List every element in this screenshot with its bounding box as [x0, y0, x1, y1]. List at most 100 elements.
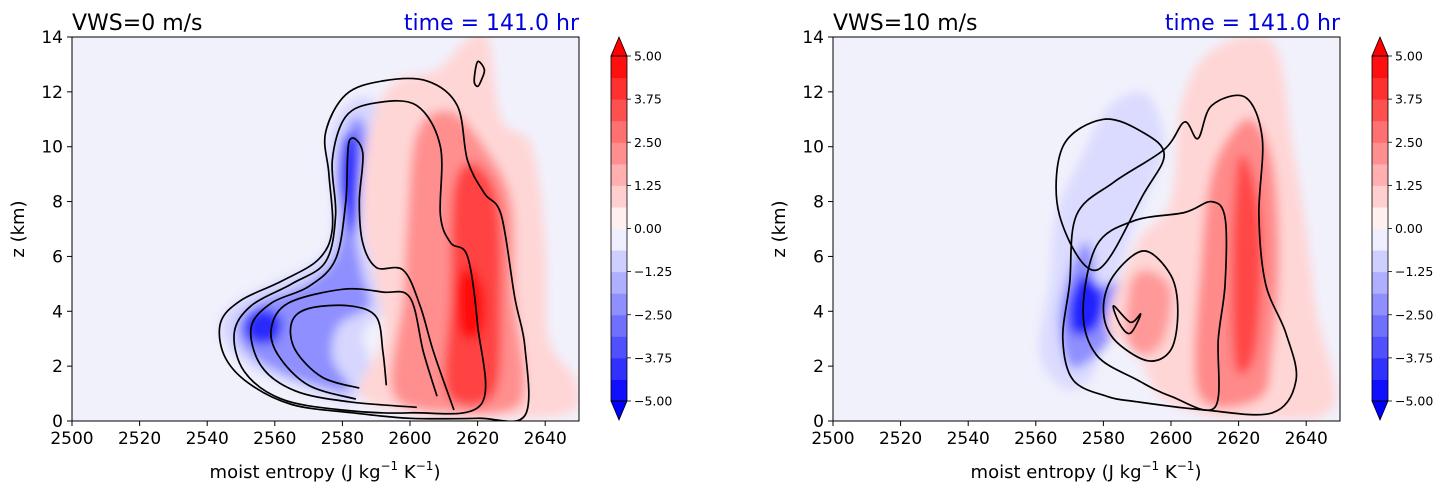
negative-anomaly-region: [243, 308, 283, 345]
colorbar-tick-label: 3.75: [634, 92, 662, 107]
y-axis: 0 2 4 6 8 10 12 14: [802, 28, 833, 432]
colorbar-bin: [1372, 142, 1388, 165]
y-tick-label: 10: [41, 138, 63, 158]
colorbar-bin: [611, 379, 627, 402]
colorbar-tick-label: −2.50: [634, 307, 672, 322]
contour-line: [473, 60, 486, 88]
contour-line: [1055, 118, 1166, 271]
y-tick-label: 12: [41, 83, 63, 103]
colorbar-tick-label: 0.00: [1395, 221, 1423, 236]
colorbar-tick-label: −3.75: [1395, 350, 1433, 365]
colorbar-bin: [611, 357, 627, 380]
contour-line: [1112, 304, 1142, 335]
plot-frame: [832, 36, 1341, 422]
x-tick-label: 2540: [947, 429, 990, 449]
x-tick-label: 2540: [186, 429, 229, 449]
panel-vws-0: 2500 2520 2540 2560 2580 2600 2620 2640 0 2 4 6 8 10…: [8, 11, 672, 483]
colorbar-tick-label: 1.25: [634, 178, 662, 193]
contour-line: [289, 304, 388, 389]
colorbar-bin: [1372, 336, 1388, 359]
colorbar-bin: [611, 336, 627, 359]
colorbar-tick-label: −3.75: [634, 350, 672, 365]
shaded-anomaly: [1038, 37, 1336, 420]
x-tick-label: 2560: [253, 429, 296, 449]
colorbar-extend-top: [610, 35, 628, 57]
y-tick-label: 10: [802, 138, 824, 158]
colorbar-tick-label: −2.50: [1395, 307, 1433, 322]
colorbar-bin: [611, 206, 627, 229]
x-tick-label: 2620: [1217, 429, 1260, 449]
x-axis-label: moist entropy (J kg−1 K−1): [971, 459, 1202, 483]
contour-lines: [1055, 94, 1298, 416]
contour-line: [270, 287, 438, 400]
colorbar-bin: [1372, 293, 1388, 316]
x-tick-label: 2580: [1082, 429, 1125, 449]
y-tick-label: 8: [813, 193, 824, 213]
y-tick-label: 0: [813, 412, 824, 432]
positive-anomaly-region: [1231, 154, 1263, 375]
colorbar-tick-label: 5.00: [1395, 49, 1423, 64]
contour-line: [1082, 200, 1228, 412]
colorbar-bin: [611, 142, 627, 165]
x-tick-label: 2560: [1014, 429, 1057, 449]
colorbar-bin: [611, 120, 627, 143]
y-tick-label: 0: [52, 412, 63, 432]
y-tick-label: 2: [52, 357, 63, 377]
contour-line: [1061, 94, 1298, 416]
panel-title-left: VWS=0 m/s: [72, 11, 203, 36]
x-axis: 2500 2520 2540 2560 2580 2600 2620 2640: [50, 421, 567, 449]
plot-area: [72, 37, 579, 421]
contour-line: [1102, 250, 1179, 362]
positive-anomaly-region: [1126, 269, 1172, 356]
colorbar-bin: [1372, 250, 1388, 273]
colorbar-bin: [1372, 271, 1388, 294]
colorbar-bin: [611, 163, 627, 186]
colorbar-bin: [1372, 206, 1388, 229]
x-tick-label: 2620: [456, 429, 499, 449]
colorbar-tick-label: 5.00: [634, 49, 662, 64]
y-tick-label: 8: [52, 193, 63, 213]
colorbar-tick-label: 3.75: [1395, 92, 1423, 107]
y-tick-label: 2: [813, 357, 824, 377]
colorbar-bin: [1372, 379, 1388, 402]
contour-line: [233, 99, 487, 415]
colorbar-bin: [611, 56, 627, 79]
x-tick-label: 2520: [879, 429, 922, 449]
colorbar-bin: [1372, 228, 1388, 251]
colorbar-tick-label: −5.00: [634, 394, 672, 409]
colorbar-tick-label: 0.00: [634, 221, 662, 236]
contour-lines: [218, 60, 530, 421]
plot-frame: [71, 36, 580, 422]
x-tick-label: 2520: [118, 429, 161, 449]
x-tick-label: 2640: [524, 429, 567, 449]
colorbar-extend-top: [1371, 35, 1389, 57]
colorbar-bin: [1372, 120, 1388, 143]
x-tick-label: 2600: [1149, 429, 1192, 449]
y-tick-label: 14: [802, 28, 824, 48]
y-axis-label: z (km): [769, 200, 790, 257]
colorbar-tick-label: −1.25: [1395, 264, 1433, 279]
colorbar-bin: [1372, 56, 1388, 79]
x-tick-label: 2500: [811, 429, 854, 449]
panel-title-right: time = 141.0 hr: [404, 11, 580, 36]
colorbar: 5.00 3.75 2.50 1.25 0.00 −1.25 −2.50 −3.75 −5.00: [610, 35, 672, 422]
colorbar-bin: [1372, 163, 1388, 186]
y-tick-label: 6: [52, 247, 63, 267]
y-tick-label: 4: [813, 302, 824, 322]
y-tick-label: 4: [52, 302, 63, 322]
y-tick-label: 12: [802, 83, 824, 103]
x-tick-label: 2580: [321, 429, 364, 449]
colorbar-tick-label: 2.50: [634, 135, 662, 150]
colorbar-bin: [1372, 99, 1388, 122]
colorbar-tick-label: −1.25: [634, 264, 672, 279]
colorbar-tick-label: 1.25: [1395, 178, 1423, 193]
colorbar-bin: [611, 314, 627, 337]
colorbar-bin: [611, 293, 627, 316]
colorbar-bin: [611, 77, 627, 100]
colorbar-bin: [611, 99, 627, 122]
colorbar-tick-label: 2.50: [1395, 135, 1423, 150]
negative-anomaly-region: [338, 132, 360, 235]
y-axis-label: z (km): [8, 200, 29, 257]
x-tick-label: 2640: [1285, 429, 1328, 449]
y-axis: 0 2 4 6 8 10 12 14: [41, 28, 72, 432]
